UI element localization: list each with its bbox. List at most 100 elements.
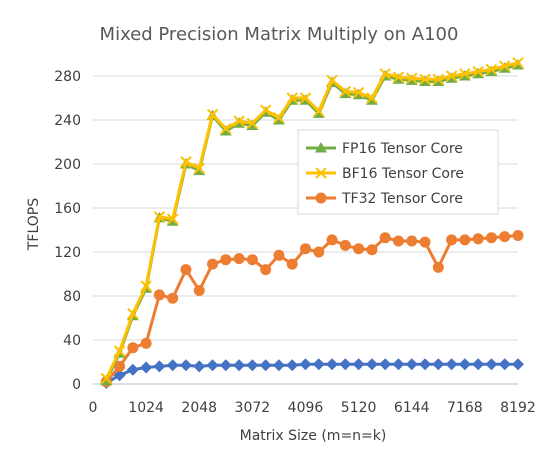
data-point <box>352 358 365 371</box>
x-axis-label: Matrix Size (m=n=k) <box>240 428 387 444</box>
data-point <box>233 253 245 265</box>
data-point <box>180 156 192 168</box>
data-point <box>405 358 418 371</box>
y-tick-label: 240 <box>54 113 81 129</box>
data-point <box>419 73 431 86</box>
data-point <box>419 358 432 371</box>
data-point <box>445 358 458 371</box>
x-tick-label: 1024 <box>128 400 164 416</box>
data-point <box>419 236 431 248</box>
data-point <box>299 92 312 104</box>
series-line <box>105 234 519 383</box>
data-point <box>459 234 471 246</box>
y-tick-label: 200 <box>54 157 81 173</box>
data-point <box>512 57 524 69</box>
data-point <box>498 358 511 371</box>
data-point <box>499 231 511 243</box>
data-point <box>193 285 205 296</box>
legend-label: FP16 Tensor Core <box>342 141 463 157</box>
chart-title: Mixed Precision Matrix Multiply on A100 <box>100 24 459 45</box>
x-tick-label: 2048 <box>181 400 217 416</box>
y-tick-label: 280 <box>54 69 81 85</box>
data-point <box>326 74 338 87</box>
y-tick-label: 0 <box>72 377 81 393</box>
data-point <box>153 360 166 373</box>
data-point <box>445 70 458 82</box>
data-point <box>219 359 232 372</box>
series-layer <box>100 57 524 389</box>
x-tick-label: 6144 <box>394 400 430 416</box>
data-point <box>140 361 153 374</box>
x-tick-label: 0 <box>89 400 98 416</box>
data-point <box>512 230 524 241</box>
data-point <box>485 358 498 371</box>
data-point <box>352 86 365 99</box>
series-tf32-tensor-core <box>100 230 524 388</box>
series-line <box>105 362 518 385</box>
data-point <box>233 359 246 372</box>
series-bf16-tensor-core <box>100 57 524 385</box>
data-point <box>193 360 206 373</box>
y-axis-ticks: 0 40 80 120 160 200 240 280 <box>54 69 81 393</box>
data-point <box>166 213 179 225</box>
data-point <box>313 105 325 117</box>
data-point <box>406 72 418 84</box>
data-point <box>485 63 498 76</box>
data-point <box>339 239 351 251</box>
y-tick-label: 160 <box>54 201 81 217</box>
data-point <box>246 254 258 266</box>
legend-marker <box>315 142 327 153</box>
y-axis-label: TFLOPS <box>26 198 42 251</box>
data-point <box>286 92 298 104</box>
data-point <box>392 71 405 83</box>
data-point <box>167 292 179 304</box>
legend: FP16 Tensor Core BF16 Tensor Core TF32 Ten… <box>297 129 499 215</box>
y-tick-label: 40 <box>63 333 81 349</box>
legend-label: TF32 Tensor Core <box>341 191 463 207</box>
data-point <box>206 359 219 372</box>
data-point <box>206 108 219 121</box>
data-point <box>166 359 179 372</box>
data-point <box>140 337 152 349</box>
x-tick-label: 5120 <box>341 400 377 416</box>
data-point <box>220 123 232 135</box>
data-point <box>339 85 352 98</box>
data-point <box>300 243 311 255</box>
data-point <box>113 345 126 357</box>
data-point <box>472 233 484 245</box>
data-point <box>392 235 404 247</box>
data-point <box>365 358 378 371</box>
legend-marker <box>315 167 327 179</box>
data-point <box>286 359 299 372</box>
data-point <box>114 360 126 372</box>
x-tick-label: 8192 <box>500 400 536 416</box>
y-tick-label: 120 <box>54 245 81 261</box>
data-point <box>472 65 484 78</box>
data-point <box>446 234 458 246</box>
data-point <box>366 92 378 104</box>
data-point <box>273 112 285 124</box>
data-point <box>246 117 259 130</box>
x-tick-label: 7168 <box>447 400 483 416</box>
data-point <box>339 358 352 371</box>
legend-label: BF16 Tensor Core <box>342 166 464 182</box>
data-point <box>220 254 232 266</box>
data-point <box>472 358 485 371</box>
data-point <box>512 358 524 371</box>
series-line <box>104 61 519 380</box>
data-point <box>273 249 285 261</box>
data-point <box>326 234 338 246</box>
data-point <box>259 104 272 116</box>
data-point <box>432 358 445 371</box>
data-point <box>326 358 339 371</box>
data-point <box>246 359 259 372</box>
data-point <box>153 211 166 223</box>
x-axis-ticks: 0 1024 2048 3072 4096 5120 6144 7168 8192 <box>89 400 536 416</box>
data-point <box>260 264 272 276</box>
data-point <box>100 372 112 385</box>
data-point <box>499 60 511 72</box>
data-point <box>459 68 471 80</box>
data-point <box>272 359 285 372</box>
data-point <box>233 115 245 127</box>
